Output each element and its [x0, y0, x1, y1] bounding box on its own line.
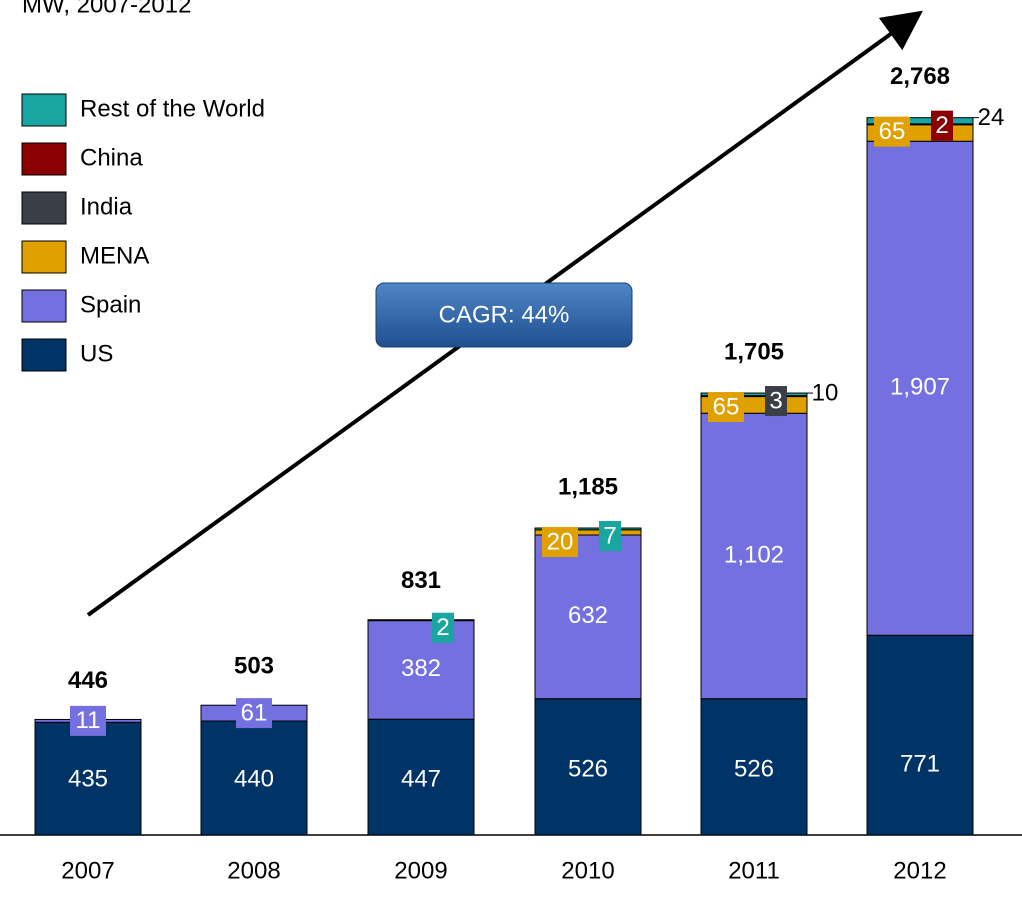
legend-swatch	[21, 338, 67, 372]
segment-label: 2	[436, 614, 449, 641]
bar-segment	[367, 619, 475, 720]
bar-segment	[700, 392, 808, 397]
bar-segment	[866, 634, 974, 836]
x-tick-label: 2010	[561, 857, 614, 884]
bar-segment	[367, 718, 475, 836]
segment-label: 440	[234, 765, 274, 792]
segment-label: 526	[734, 755, 774, 782]
segment-label: 7	[603, 522, 616, 549]
x-tick-label: 2008	[227, 857, 280, 884]
x-tick-label: 2009	[394, 857, 447, 884]
legend-label: US	[80, 340, 113, 367]
segment-label: 771	[900, 750, 940, 777]
bar-segment	[534, 534, 642, 700]
legend-label: MENA	[80, 242, 149, 269]
legend-label: China	[80, 144, 143, 171]
segment-label: 20	[547, 528, 574, 555]
bar-segment	[866, 140, 974, 636]
legend-swatch	[21, 142, 67, 176]
x-tick-label: 2011	[728, 857, 780, 884]
bar-segment	[534, 527, 642, 531]
bar-segment	[367, 619, 475, 622]
label-box	[931, 110, 953, 141]
legend-label: Rest of the World	[80, 95, 265, 122]
segment-label: 382	[401, 655, 441, 682]
label-box	[432, 612, 454, 643]
total-label: 1,705	[724, 338, 784, 365]
total-label: 2,768	[890, 63, 950, 90]
segment-label: 447	[401, 765, 441, 792]
x-tick-label: 2007	[61, 857, 114, 884]
label-box	[765, 386, 787, 417]
segment-label: 632	[568, 602, 608, 629]
total-label: 831	[401, 567, 441, 594]
bar-segment	[34, 721, 142, 836]
label-box	[542, 527, 578, 558]
cagr-box	[375, 282, 633, 348]
label-box	[874, 116, 910, 147]
segment-label: 24	[978, 104, 1005, 131]
label-box	[599, 521, 621, 552]
legend-swatch	[21, 93, 67, 127]
segment-label: 65	[879, 118, 906, 145]
legend-label: India	[80, 193, 133, 220]
legend-swatch	[21, 240, 67, 274]
segment-label: 3	[769, 387, 782, 414]
label-box	[236, 698, 272, 729]
bar-segment	[700, 412, 808, 700]
chart-title: MW, 2007-2012	[22, 0, 191, 18]
segment-label: 11	[76, 707, 101, 734]
segment-label: 61	[241, 699, 268, 726]
total-label: 446	[68, 667, 108, 694]
legend-swatch	[21, 191, 67, 225]
total-label: 1,185	[558, 473, 618, 500]
total-label: 503	[234, 653, 274, 680]
bar-segment	[534, 698, 642, 836]
segment-label: 1,907	[890, 374, 950, 401]
legend-label: Spain	[80, 291, 141, 318]
bar-segment	[200, 720, 308, 836]
label-box	[70, 705, 106, 736]
label-box	[708, 392, 744, 423]
segment-label: 1,102	[724, 541, 784, 568]
segment-label: 2	[935, 112, 948, 139]
segment-label: 65	[713, 393, 740, 420]
legend-swatch	[21, 289, 67, 323]
segment-label: 10	[812, 379, 839, 406]
segment-label: 435	[68, 765, 108, 792]
cagr-label: CAGR: 44%	[439, 301, 570, 328]
segment-label: 526	[568, 755, 608, 782]
bar-segment	[700, 698, 808, 836]
x-tick-label: 2012	[893, 857, 946, 884]
bar-segment	[866, 117, 974, 125]
